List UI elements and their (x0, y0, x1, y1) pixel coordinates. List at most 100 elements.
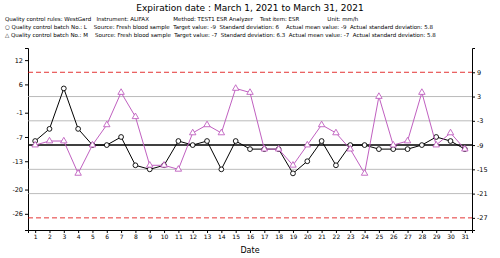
tick-label: 13 (204, 233, 212, 240)
tick-mark (25, 60, 28, 61)
reference-line (28, 96, 472, 97)
tick-label: -27 (477, 214, 488, 222)
data-point (75, 170, 81, 176)
tick: 21 (318, 230, 326, 240)
data-point (376, 93, 382, 99)
tick: 9 (148, 230, 152, 240)
tick: 30 (447, 230, 455, 240)
data-point (232, 85, 238, 91)
data-point (147, 167, 152, 172)
tick-label: -7 (17, 134, 23, 142)
tick: 18 (275, 230, 283, 240)
data-point (133, 163, 138, 168)
tick-label: -13 (12, 158, 23, 166)
tick: 6 (105, 230, 109, 240)
tick: 3 (62, 230, 66, 240)
annotation: Quality control rules: WestGard Instrume… (5, 16, 359, 23)
tick: -15 (472, 166, 488, 174)
data-point (190, 143, 195, 148)
data-point (361, 170, 367, 176)
data-point (448, 139, 453, 144)
tick-label: 14 (218, 233, 226, 240)
data-point (104, 143, 109, 148)
tick-label: 7 (120, 233, 124, 240)
tick-label: 1 (34, 233, 38, 240)
data-point (462, 145, 468, 151)
tick-mark (25, 161, 28, 162)
data-point (390, 141, 396, 147)
tick-mark (25, 190, 28, 191)
annotation: ○ Quality control batch No.: L Source: F… (5, 24, 433, 31)
tick-mark (472, 121, 475, 122)
tick-label: 23 (347, 233, 355, 240)
tick: 23 (347, 230, 355, 240)
tick: -21 (472, 190, 488, 198)
data-point (305, 159, 310, 164)
data-point (233, 139, 238, 144)
data-point (61, 86, 66, 91)
data-point (319, 139, 324, 144)
tick-label: 17 (261, 233, 269, 240)
tick: -20 (12, 186, 28, 194)
tick-label: 12 (189, 233, 197, 240)
tick-mark (25, 84, 28, 85)
data-point (419, 89, 425, 95)
tick-label: 22 (333, 233, 341, 240)
tick-label: -26 (12, 210, 23, 218)
data-point (47, 126, 52, 131)
chart: Expiration date : March 1, 2021 to March… (0, 0, 500, 258)
tick-label: 2 (48, 233, 52, 240)
tick: 16 (247, 230, 255, 240)
tick: 15 (232, 230, 240, 240)
data-point (161, 162, 167, 168)
plot-area (28, 72, 472, 218)
tick: 8 (134, 230, 138, 240)
tick-label: 25 (376, 233, 384, 240)
tick-label: 20 (304, 233, 312, 240)
tick-label: 10 (161, 233, 169, 240)
tick: 17 (261, 230, 269, 240)
tick-mark (25, 113, 28, 114)
tick-label: 31 (462, 233, 470, 240)
tick: 7 (120, 230, 124, 240)
y-axis: 126-1-7-13-20-26 (12, 49, 28, 231)
tick-label: -9 (477, 142, 483, 150)
tick-label: 3 (62, 233, 66, 240)
tick: 25 (376, 230, 384, 240)
tick: 22 (333, 230, 341, 240)
data-point (447, 129, 453, 135)
tick-label: 9 (477, 69, 481, 77)
tick-label: 27 (404, 233, 412, 240)
tick-label: -1 (17, 109, 23, 117)
tick: 5 (91, 230, 95, 240)
data-point (405, 147, 410, 152)
series-line (35, 88, 465, 173)
x-axis-title: Date (240, 246, 259, 255)
tick-label: 21 (318, 233, 326, 240)
tick: 4 (77, 230, 81, 240)
data-point (318, 121, 324, 127)
tick-label: 19 (290, 233, 298, 240)
tick: -13 (12, 158, 28, 166)
reference-line (28, 193, 472, 194)
y2-axis: 93-3-9-15-21-27 (472, 49, 488, 231)
tick-label: 24 (361, 233, 369, 240)
y-axis-line (25, 49, 29, 231)
data-point (391, 147, 396, 152)
data-point (119, 135, 124, 140)
data-point (291, 171, 296, 176)
data-point (419, 143, 424, 148)
data-point (304, 141, 310, 147)
tick: 2 (48, 230, 52, 240)
tick-mark (472, 145, 475, 146)
data-point (205, 139, 210, 144)
tick: 27 (404, 230, 412, 240)
tick-label: 8 (134, 233, 138, 240)
data-point (333, 129, 339, 135)
tick-label: -21 (477, 190, 488, 198)
tick-label: 5 (91, 233, 95, 240)
tick-label: 4 (77, 233, 81, 240)
tick: -9 (472, 142, 483, 150)
data-point (32, 141, 38, 147)
tick-label: 6 (105, 233, 109, 240)
